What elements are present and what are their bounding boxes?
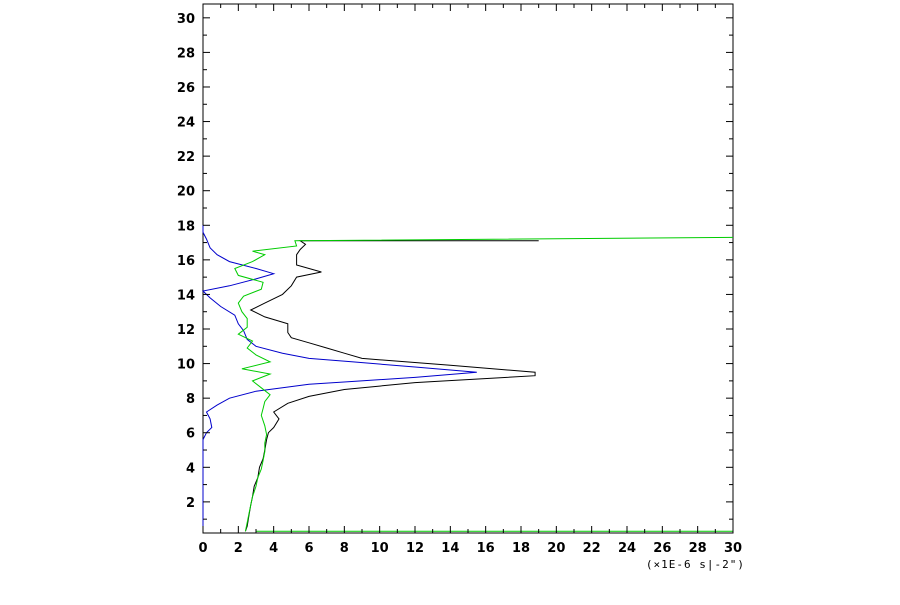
y-tick-label: 4	[186, 461, 195, 476]
y-tick-label: 18	[177, 219, 195, 234]
x-tick-label: 28	[689, 541, 707, 556]
x-tick-label: 20	[547, 541, 565, 556]
plot-area-frame	[202, 3, 734, 534]
y-tick-label: 12	[177, 323, 195, 338]
y-tick-label: 30	[177, 12, 195, 27]
y-tick-label: 26	[177, 81, 195, 96]
x-tick-label: 0	[198, 541, 207, 556]
y-tick-label: 22	[177, 150, 195, 165]
y-tick-label: 8	[186, 392, 195, 407]
x-tick-label: 22	[583, 541, 601, 556]
y-tick-label: 2	[186, 496, 195, 511]
x-tick-label: 24	[618, 541, 636, 556]
y-tick-label: 6	[186, 427, 195, 442]
x-tick-label: 4	[269, 541, 278, 556]
y-tick-label: 14	[177, 288, 195, 303]
y-tick-label: 24	[177, 116, 195, 131]
x-tick-label: 12	[406, 541, 424, 556]
x-axis: 0 2 4 6 8 10 12 14 16 18 20 22 24 26 28 30	[198, 4, 742, 556]
x-tick-label: 14	[441, 541, 459, 556]
x-tick-label: 8	[340, 541, 349, 556]
series-line-blue	[201, 225, 477, 533]
y-tick-label: 28	[177, 46, 195, 61]
series-line-black	[244, 240, 539, 532]
series-layer	[201, 225, 734, 533]
y-tick-label: 10	[177, 358, 195, 373]
x-tick-label: 2	[234, 541, 243, 556]
y-tick-label: 20	[177, 185, 195, 200]
x-tick-label: 30	[724, 541, 742, 556]
y-tick-label: 16	[177, 254, 195, 269]
x-tick-label: 18	[512, 541, 530, 556]
x-unit-label: (×1E-6 s|-2")	[646, 558, 745, 571]
x-tick-label: 6	[304, 541, 313, 556]
x-tick-label: 16	[477, 541, 495, 556]
x-tick-label: 26	[653, 541, 671, 556]
x-tick-label: 10	[371, 541, 389, 556]
series-line-green	[234, 236, 734, 532]
